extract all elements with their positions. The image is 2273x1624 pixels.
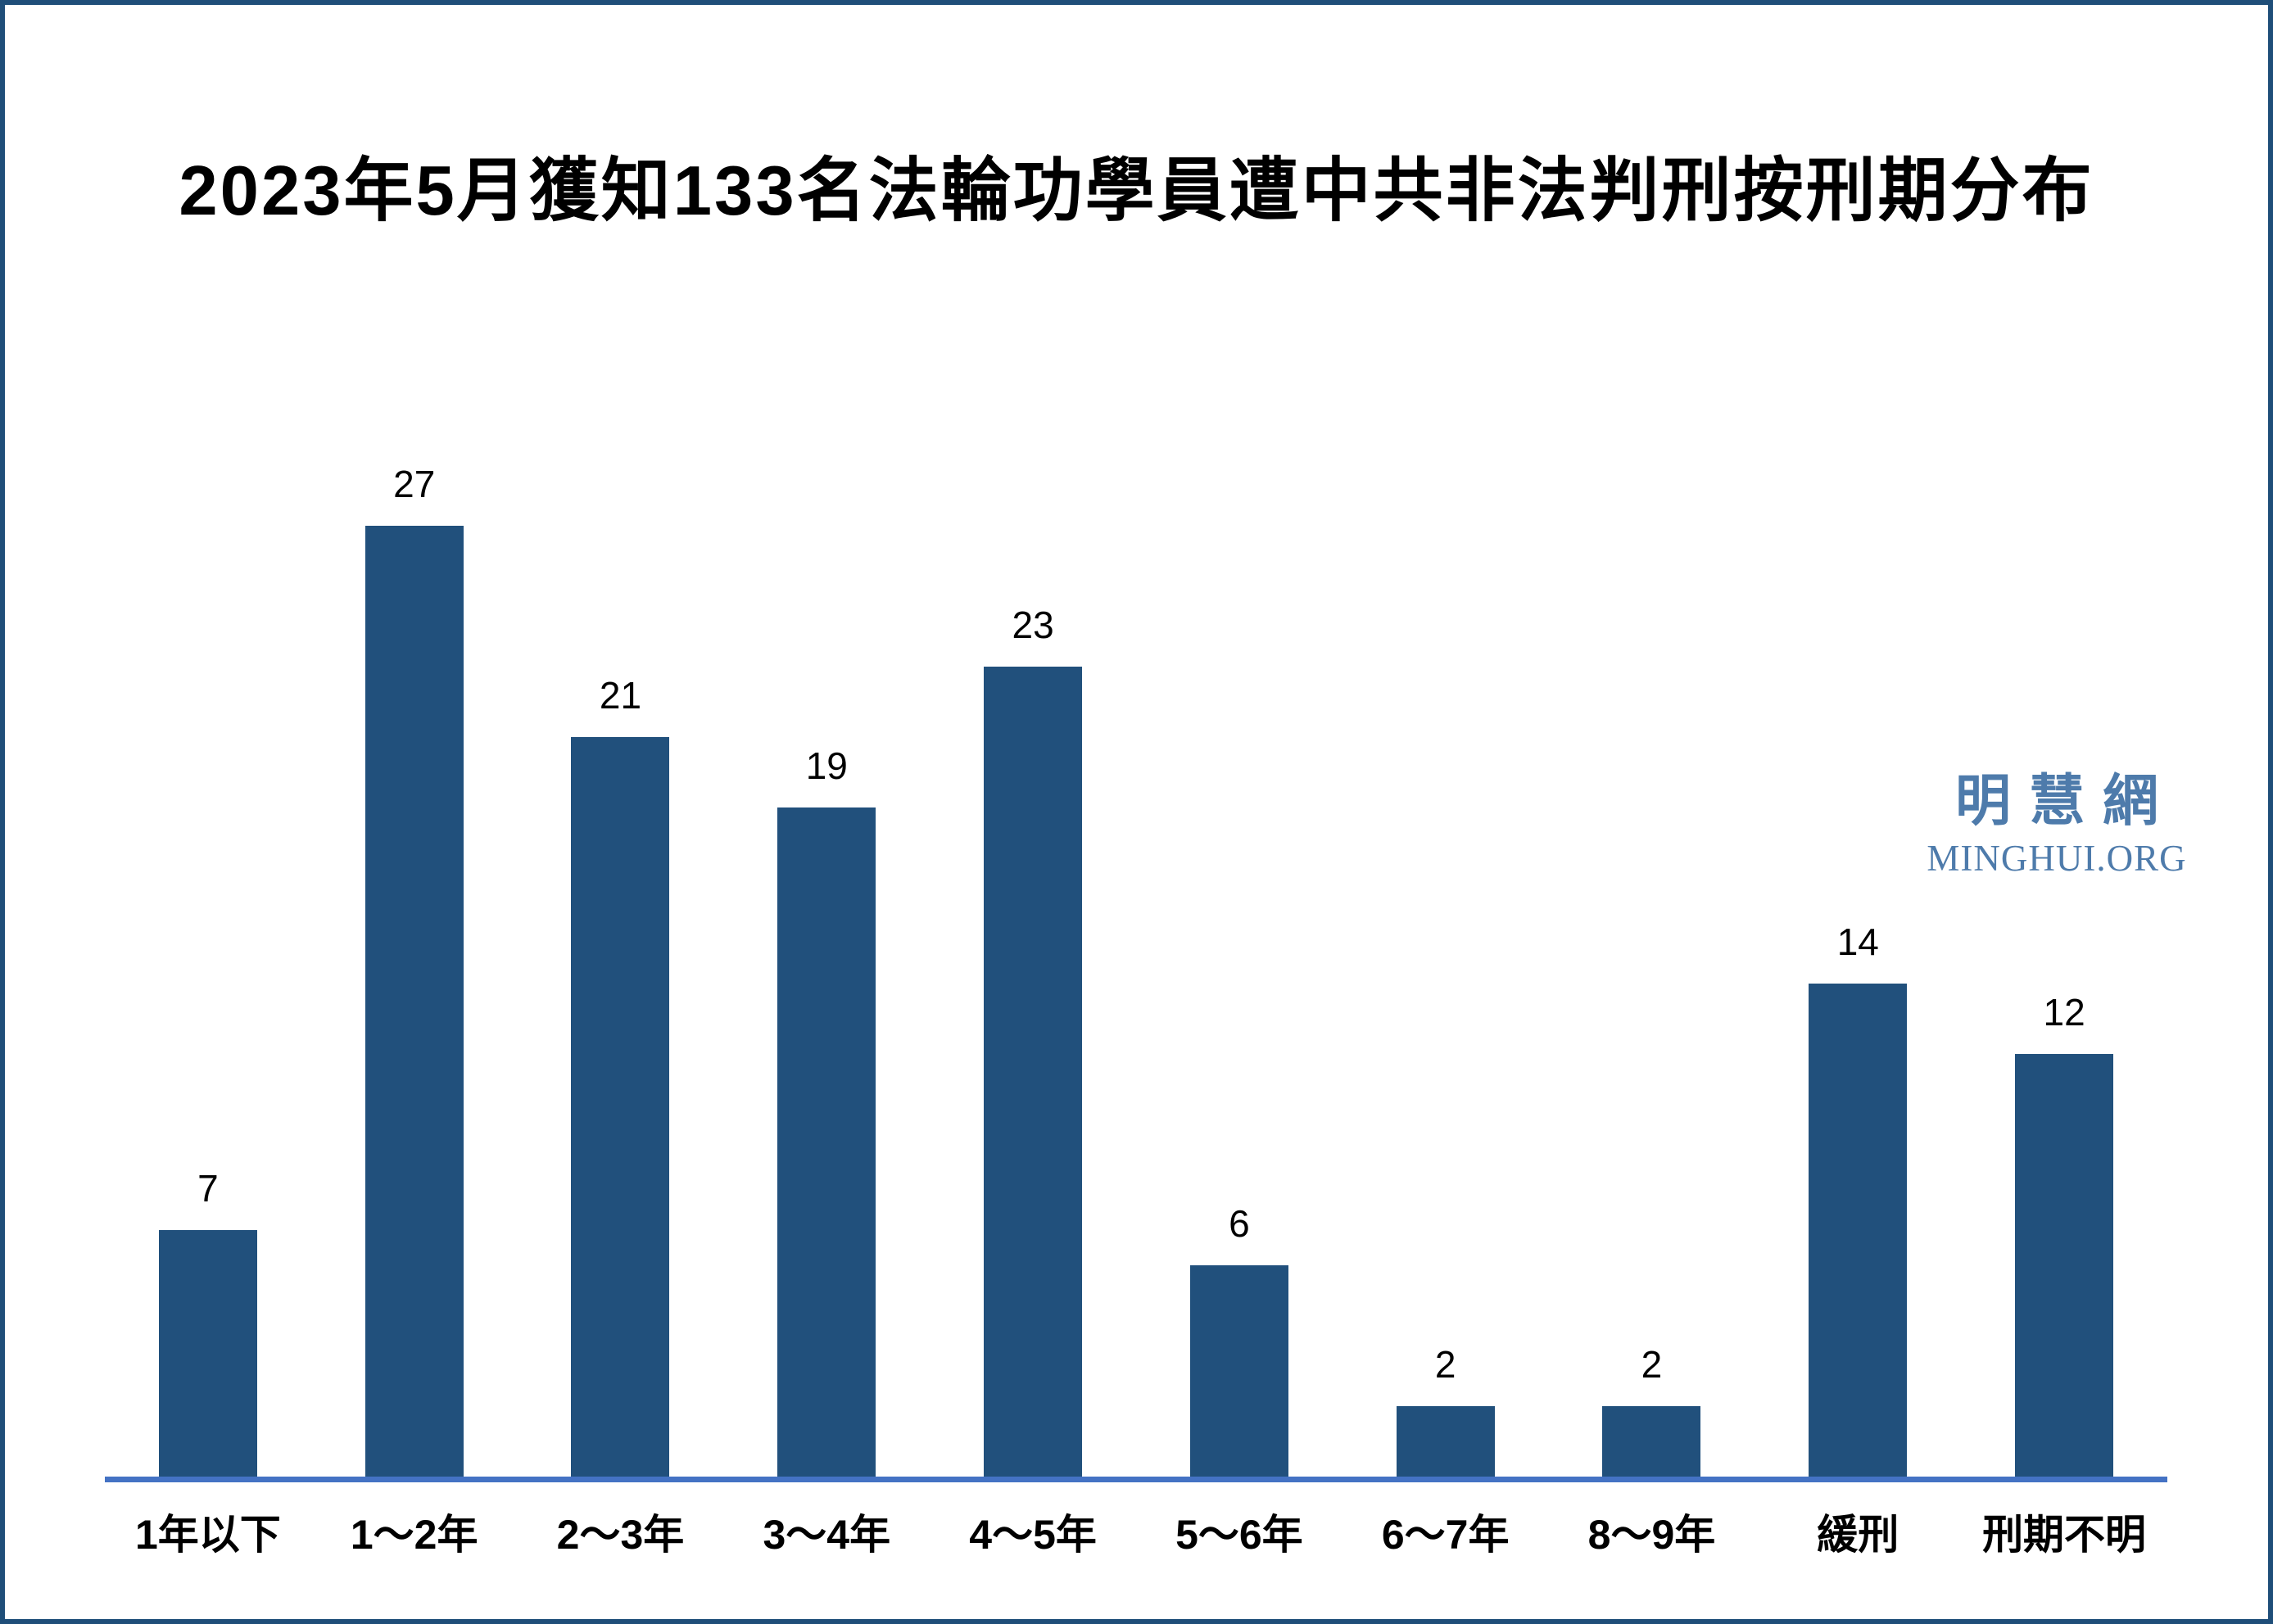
bar	[158, 1230, 257, 1477]
bar-slot: 19	[723, 412, 930, 1477]
bar	[1189, 1265, 1288, 1477]
bar	[777, 807, 876, 1477]
bar	[364, 526, 464, 1477]
x-axis-label: 8～9年	[1587, 1512, 1716, 1558]
bar-value-label: 2	[1641, 1343, 1663, 1386]
x-axis-label: 2～3年	[556, 1512, 685, 1558]
bar-slot: 2	[1549, 412, 1755, 1477]
minghui-watermark: 明慧網 MINGHUI.ORG	[1918, 773, 2196, 877]
bar-slot: 7	[105, 412, 311, 1477]
bar-slot: 27	[311, 412, 518, 1477]
bar-slot: 14	[1755, 412, 1961, 1477]
x-axis-label: 緩刑	[1817, 1512, 1899, 1558]
x-axis-label: 6～7年	[1381, 1512, 1510, 1558]
watermark-latin-text: MINGHUI.ORG	[1927, 838, 2187, 879]
bar-slot: 12	[1961, 412, 2167, 1477]
bar-value-label: 2	[1434, 1343, 1456, 1386]
bar-value-label: 21	[599, 674, 642, 717]
bar	[1602, 1406, 1701, 1477]
bar-slot: 23	[930, 412, 1136, 1477]
x-axis-label: 4～5年	[969, 1512, 1097, 1558]
bar-slot: 2	[1343, 412, 1549, 1477]
bar	[1396, 1406, 1495, 1477]
bar-value-label: 23	[1012, 604, 1054, 646]
bar-slot: 6	[1136, 412, 1343, 1477]
bar-value-label: 19	[805, 744, 848, 787]
bar	[984, 667, 1083, 1477]
x-axis-label: 1～2年	[350, 1512, 478, 1558]
x-axis-label: 5～6年	[1175, 1512, 1303, 1558]
bar-value-label: 6	[1229, 1202, 1250, 1245]
bar-value-label: 14	[1836, 921, 1879, 963]
chart-title: 2023年5月獲知133名法輪功學員遭中共非法判刑按刑期分布	[179, 152, 2094, 230]
bar-value-label: 27	[393, 463, 436, 505]
bar-slot: 21	[518, 412, 724, 1477]
watermark-cjk-text: 明慧網	[1954, 770, 2176, 832]
x-axis-label: 3～4年	[763, 1512, 891, 1558]
bar-plot-area: 7 27 21 19 23 6 2 2 14 12	[105, 412, 2167, 1477]
x-axis-labels: 1年以下 1～2年 2～3年 3～4年 4～5年 5～6年 6～7年 8～9年 緩刑 刑期不明	[105, 1502, 2167, 1561]
x-axis-label: 1年以下	[134, 1512, 281, 1558]
bar	[571, 737, 670, 1477]
x-axis-line	[105, 1477, 2167, 1482]
x-axis-label: 刑期不明	[1982, 1512, 2147, 1558]
bar	[2015, 1054, 2114, 1477]
bar-value-label: 12	[2043, 991, 2085, 1034]
bar-value-label: 7	[197, 1167, 219, 1210]
bar	[1809, 984, 1908, 1477]
